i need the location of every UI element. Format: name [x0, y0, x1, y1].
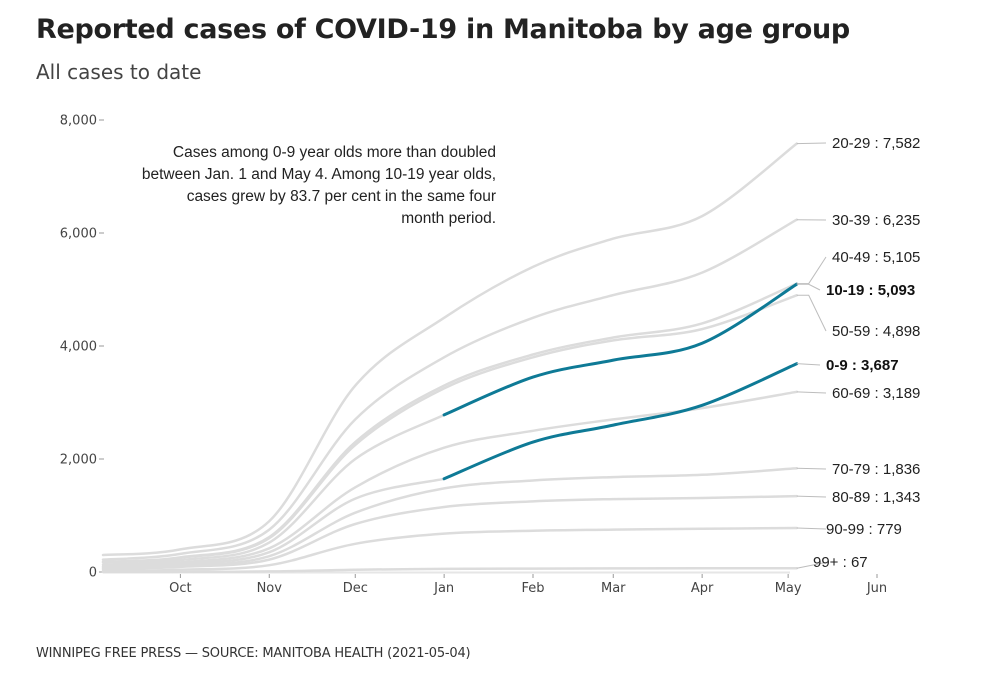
- series-line-80-89: [101, 494, 798, 571]
- muted-series-lines: [101, 142, 798, 574]
- series-end-labels: 20-29 : 7,582 30-39 : 6,235 40-49 : 5,105 5…: [813, 135, 920, 571]
- leader-line-0-9: [796, 363, 821, 366]
- series-line-20-29: [101, 142, 798, 557]
- series-label-30-39: 30-39 : 6,235: [832, 212, 920, 229]
- x-tick-label: Oct: [169, 581, 191, 596]
- leader-line-90-99: [796, 527, 827, 530]
- x-tick-label: Jun: [866, 581, 887, 596]
- leader-line-40-49: [796, 256, 827, 285]
- series-label-0-9: 0-9 : 3,687: [826, 357, 899, 374]
- series-label-80-89: 80-89 : 1,343: [832, 489, 920, 506]
- label-leader-lines: [796, 142, 829, 569]
- series-label-60-69: 60-69 : 3,189: [832, 385, 920, 402]
- series-label-40-49: 40-49 : 5,105: [832, 249, 920, 266]
- series-line-30-39: [101, 218, 798, 561]
- series-label-70-79: 70-79 : 1,836: [832, 461, 920, 478]
- series-line-50-59: [101, 294, 798, 564]
- y-axis: 0 2,000 4,000 6,000 8,000: [60, 114, 104, 581]
- series-line-10-19: [442, 282, 799, 417]
- series-label-50-59: 50-59 : 4,898: [832, 323, 920, 340]
- y-tick-label: 4,000: [60, 340, 97, 355]
- series-line-10-19-pre-jan: [101, 413, 446, 566]
- x-tick-label: Feb: [521, 581, 544, 596]
- x-tick-label: Jan: [433, 581, 454, 596]
- series-line-0-9: [442, 362, 799, 481]
- leader-line-60-69: [796, 391, 827, 394]
- x-tick-label: Nov: [257, 581, 283, 596]
- series-line-40-49: [101, 282, 798, 564]
- y-tick-label: 0: [89, 566, 97, 581]
- y-tick-label: 6,000: [60, 227, 97, 242]
- x-tick-label: May: [775, 581, 802, 596]
- leader-line-70-79: [796, 467, 827, 470]
- y-tick-label: 8,000: [60, 114, 97, 129]
- leader-line-99: [796, 561, 829, 569]
- series-label-99: 99+ : 67: [813, 554, 868, 571]
- chart-subtitle: All cases to date: [36, 60, 202, 84]
- leader-line-10-19: [796, 283, 821, 291]
- x-tick-label: Apr: [691, 581, 714, 596]
- leader-line-20-29: [796, 142, 827, 145]
- series-label-20-29: 20-29 : 7,582: [832, 135, 920, 152]
- x-tick-label: Mar: [601, 581, 626, 596]
- x-axis: Oct Nov Dec Jan Feb Mar Apr May Jun: [103, 571, 887, 596]
- x-tick-label: Dec: [343, 581, 368, 596]
- leader-line-80-89: [796, 495, 827, 498]
- source-credit: WINNIPEG FREE PRESS — SOURCE: MANITOBA H…: [36, 646, 471, 661]
- series-line-99: [101, 566, 798, 574]
- series-line-60-69: [101, 390, 798, 568]
- series-line-90-99: [101, 526, 798, 573]
- series-line-0-9-pre-jan: [101, 477, 446, 569]
- chart-annotation: Cases among 0-9 year olds more than doub…: [141, 144, 496, 227]
- leader-line-50-59: [796, 294, 827, 332]
- series-line-70-79: [101, 467, 798, 570]
- highlighted-series-lines: [442, 282, 799, 481]
- series-label-10-19: 10-19 : 5,093: [826, 282, 915, 299]
- series-label-90-99: 90-99 : 779: [826, 521, 902, 538]
- y-tick-label: 2,000: [60, 453, 97, 468]
- chart-title: Reported cases of COVID-19 in Manitoba b…: [36, 14, 850, 45]
